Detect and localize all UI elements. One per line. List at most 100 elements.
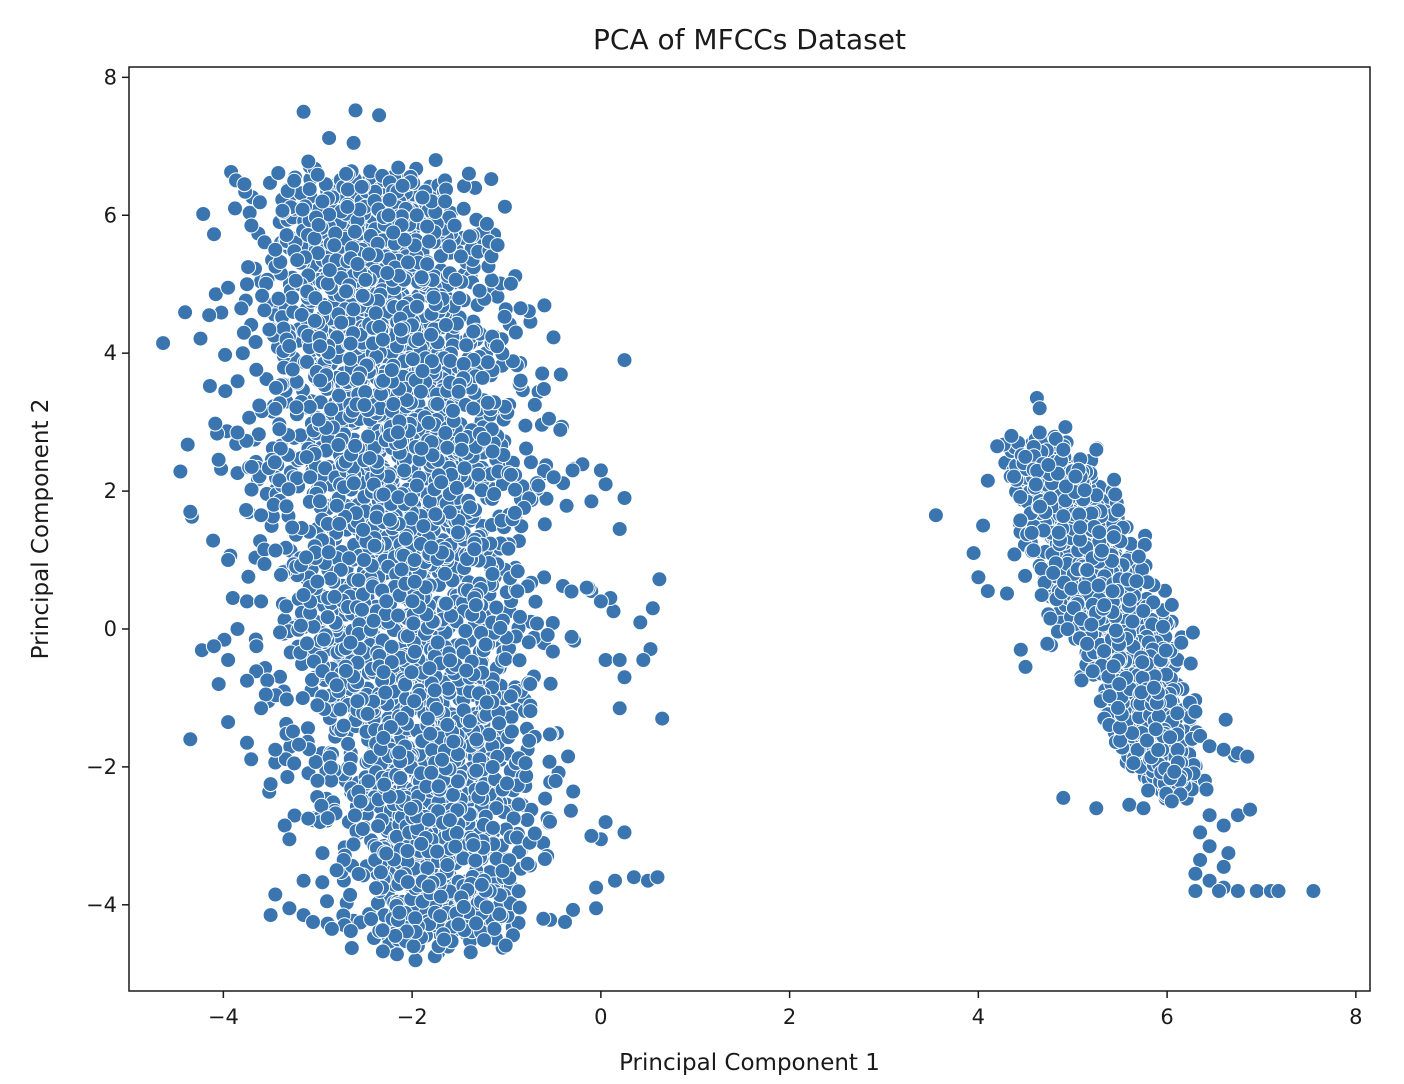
scatter-point <box>419 860 436 877</box>
scatter-point <box>419 218 436 235</box>
scatter-point <box>207 415 224 432</box>
scatter-point <box>420 811 437 828</box>
scatter-point <box>248 361 265 378</box>
scatter-point <box>295 587 312 603</box>
scatter-point <box>483 272 500 289</box>
scatter-point <box>365 612 382 629</box>
scatter-point <box>328 677 345 694</box>
scatter-point <box>383 362 400 379</box>
scatter-point <box>1088 441 1105 458</box>
scatter-point <box>201 378 218 394</box>
scatter-point <box>319 275 336 292</box>
scatter-point <box>309 166 326 183</box>
scatter-point <box>321 262 338 279</box>
scatter-point <box>547 773 564 789</box>
scatter-point <box>359 705 376 722</box>
scatter-point <box>294 690 311 707</box>
scatter-point <box>220 279 237 296</box>
scatter-point <box>511 899 528 916</box>
scatter-point <box>335 717 352 734</box>
scatter-point <box>298 449 315 466</box>
scatter-point <box>499 775 515 792</box>
scatter-point <box>1076 482 1093 499</box>
scatter-point <box>470 466 487 483</box>
scatter-point <box>394 177 411 194</box>
scatter-point <box>353 178 370 195</box>
scatter-point <box>403 491 420 508</box>
scatter-point <box>1096 597 1113 614</box>
scatter-point <box>317 460 334 477</box>
scatter-point <box>278 498 295 515</box>
scatter-point <box>441 812 458 829</box>
scatter-point <box>271 421 288 438</box>
scatter-point <box>266 454 283 471</box>
scatter-point <box>588 900 605 917</box>
scatter-point <box>429 843 446 860</box>
scatter-point <box>345 134 362 151</box>
scatter-point <box>999 585 1015 602</box>
scatter-point <box>355 521 372 538</box>
scatter-point <box>506 504 523 521</box>
scatter-point <box>510 883 527 900</box>
scatter-point <box>404 351 421 368</box>
scatter-point <box>421 233 437 250</box>
scatter-point <box>210 676 227 693</box>
scatter-point <box>477 636 494 653</box>
scatter-point <box>413 835 430 852</box>
scatter-point <box>227 200 243 217</box>
scatter-point <box>210 451 227 468</box>
scatter-point <box>241 409 258 426</box>
scatter-point <box>301 181 318 198</box>
scatter-point <box>1012 512 1029 529</box>
scatter-point <box>342 335 359 352</box>
scatter-point <box>272 624 288 641</box>
scatter-point <box>471 282 488 299</box>
scatter-point <box>286 172 303 189</box>
scatter-point <box>1125 755 1142 772</box>
scatter-point <box>293 306 310 323</box>
scatter-point <box>220 552 237 568</box>
scatter-point <box>339 198 356 215</box>
scatter-point <box>507 324 524 341</box>
scatter-point <box>588 879 605 896</box>
scatter-point <box>440 680 457 697</box>
scatter-point <box>616 352 633 369</box>
scatter-point <box>449 773 466 790</box>
scatter-point <box>611 700 628 717</box>
scatter-point <box>489 237 506 254</box>
scatter-point <box>535 910 552 927</box>
scatter-point <box>393 710 410 727</box>
scatter-point <box>486 920 503 937</box>
scatter-point <box>251 397 268 414</box>
scatter-point <box>267 400 284 417</box>
scatter-point <box>239 672 255 689</box>
scatter-point <box>267 886 284 903</box>
scatter-point <box>446 217 463 234</box>
scatter-point <box>451 290 468 306</box>
scatter-point <box>220 714 237 731</box>
scatter-point <box>651 571 668 588</box>
scatter-point <box>347 437 364 454</box>
scatter-point <box>349 693 366 710</box>
scatter-point <box>491 906 508 923</box>
scatter-point <box>511 652 528 669</box>
scatter-point <box>542 813 558 830</box>
scatter-point <box>423 764 440 781</box>
scatter-point <box>1198 781 1215 798</box>
scatter-point <box>405 615 422 632</box>
scatter-point <box>390 607 407 624</box>
scatter-point <box>314 874 331 891</box>
scatter-point <box>456 460 473 477</box>
scatter-point <box>616 490 633 506</box>
scatter-point <box>496 308 513 325</box>
scatter-point <box>248 638 265 655</box>
scatter-point <box>323 920 340 937</box>
scatter-point <box>583 493 600 510</box>
scatter-point <box>432 908 449 925</box>
scatter-point <box>309 697 326 714</box>
scatter-point <box>310 411 327 428</box>
scatter-point <box>1128 573 1145 590</box>
scatter-point <box>1096 643 1113 660</box>
scatter-point <box>261 321 278 338</box>
scatter-point <box>323 401 340 418</box>
